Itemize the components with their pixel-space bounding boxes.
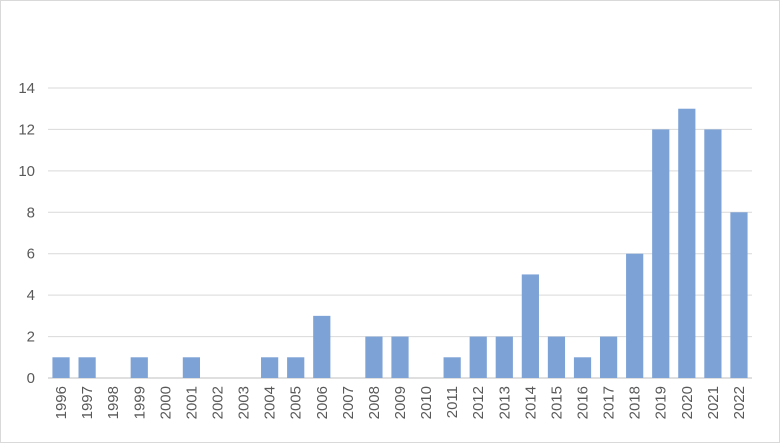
x-tick-label: 2008 xyxy=(366,386,383,419)
x-tick-label: 2014 xyxy=(522,386,539,419)
bar-2014 xyxy=(521,274,539,378)
x-tick-label: 2018 xyxy=(627,386,644,419)
x-tick-label: 1997 xyxy=(79,386,96,419)
x-tick-label: 2022 xyxy=(731,386,748,419)
x-tick-label: 2009 xyxy=(392,386,409,419)
y-tick-label: 10 xyxy=(18,163,35,180)
x-tick-label: 2016 xyxy=(575,386,592,419)
bar-2005 xyxy=(287,357,305,378)
bar-2011 xyxy=(443,357,461,378)
x-tick-label: 2015 xyxy=(548,386,565,419)
bar-2021 xyxy=(704,129,722,378)
bar-2013 xyxy=(495,336,513,378)
y-axis-tick-labels: 0 2 4 6 8 10 12 14 xyxy=(18,80,35,387)
x-tick-label: 1996 xyxy=(53,386,70,419)
bar-1999 xyxy=(130,357,148,378)
x-tick-label: 2004 xyxy=(262,386,279,419)
gridlines xyxy=(48,87,752,379)
x-tick-label: 2012 xyxy=(470,386,487,419)
x-tick-label: 2007 xyxy=(340,386,357,419)
bar-2009 xyxy=(391,336,409,378)
y-tick-label: 8 xyxy=(27,204,35,221)
bar-2016 xyxy=(573,357,592,378)
bar-2001 xyxy=(182,357,201,378)
x-tick-label: 1999 xyxy=(131,386,148,419)
bars xyxy=(52,108,748,378)
bar-2015 xyxy=(547,336,566,378)
x-axis-tick-labels: 1996 1997 1998 1999 2000 2001 2002 2003 2004 2005… xyxy=(53,386,748,419)
x-tick-label: 2000 xyxy=(157,386,174,419)
x-tick-label: 2013 xyxy=(496,386,513,419)
x-tick-label: 2011 xyxy=(444,386,461,418)
y-tick-label: 2 xyxy=(27,329,35,346)
x-tick-label: 1998 xyxy=(105,386,122,419)
y-tick-label: 4 xyxy=(27,287,35,304)
x-tick-label: 2005 xyxy=(288,386,305,419)
bar-1997 xyxy=(78,357,96,378)
x-tick-label: 2021 xyxy=(705,386,722,419)
x-tick-label: 2020 xyxy=(679,386,696,419)
x-tick-label: 2001 xyxy=(183,386,200,419)
x-tick-label: 2003 xyxy=(236,386,253,419)
bar-2018 xyxy=(626,253,644,378)
y-tick-label: 0 xyxy=(27,370,35,387)
y-tick-label: 12 xyxy=(18,121,35,138)
x-tick-label: 2006 xyxy=(314,386,331,419)
bar-2004 xyxy=(261,357,279,378)
bar-2006 xyxy=(313,315,331,378)
x-tick-label: 2010 xyxy=(418,386,435,419)
bar-1996 xyxy=(52,357,70,378)
bar-2012 xyxy=(469,336,487,378)
y-tick-label: 6 xyxy=(27,246,35,263)
x-tick-label: 2017 xyxy=(601,386,618,419)
bar-2020 xyxy=(678,108,696,378)
bar-2017 xyxy=(599,336,618,378)
bar-2008 xyxy=(365,336,383,378)
x-tick-label: 2019 xyxy=(653,386,670,419)
bar-2019 xyxy=(652,129,670,378)
bar-2022 xyxy=(730,212,748,378)
y-tick-label: 14 xyxy=(18,80,35,97)
x-tick-label: 2002 xyxy=(209,386,226,419)
